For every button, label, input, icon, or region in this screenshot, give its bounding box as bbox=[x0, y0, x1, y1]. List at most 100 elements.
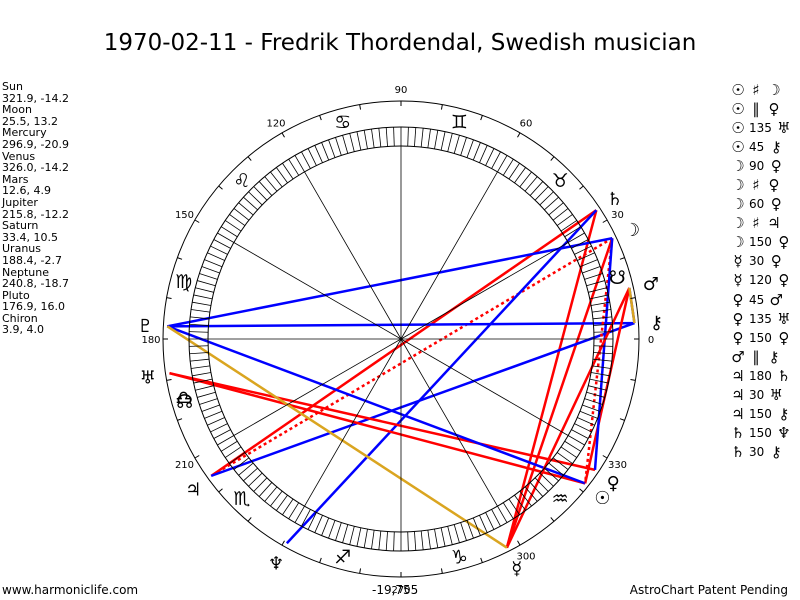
zodiac-tick bbox=[577, 417, 595, 426]
outer-tick bbox=[247, 156, 252, 161]
zodiac-tick bbox=[385, 127, 388, 147]
zodiac-tick bbox=[199, 398, 218, 405]
aspect-angle-value: 120 bbox=[749, 273, 772, 288]
outer-tick bbox=[319, 115, 322, 121]
zodiac-tick bbox=[407, 531, 409, 551]
house-spoke bbox=[400, 338, 498, 507]
zodiac-tick bbox=[193, 378, 213, 384]
zodiac-tick bbox=[189, 331, 209, 333]
zodiac-sign-icon: ♋ bbox=[334, 112, 351, 134]
planet-name-pluto: Pluto bbox=[2, 288, 30, 302]
aspect-angle-value: 135 bbox=[749, 120, 772, 135]
outer-tick bbox=[619, 418, 625, 421]
footer-website: www.harmoniclife.com bbox=[2, 583, 139, 597]
zodiac-tick bbox=[264, 486, 278, 502]
zodiac-tick bbox=[307, 512, 317, 530]
zodiac-tick bbox=[577, 252, 595, 261]
aspect-planet2-icon: ♅ bbox=[777, 309, 791, 328]
footer-patent: AstroChart Patent Pending bbox=[629, 583, 788, 597]
zodiac-tick bbox=[502, 159, 514, 176]
zodiac-tick bbox=[192, 372, 212, 377]
zodiac-tick bbox=[552, 208, 569, 221]
zodiac-tick bbox=[447, 526, 453, 545]
aspect-row: ♃ 180 ♄ bbox=[729, 366, 793, 385]
zodiac-tick bbox=[197, 391, 216, 398]
zodiac-tick bbox=[335, 137, 342, 156]
zodiac-tick bbox=[378, 128, 382, 148]
planet-name-saturn: Saturn bbox=[2, 219, 39, 233]
planet-name-neptune: Neptune bbox=[2, 265, 50, 279]
planet-name-moon: Moon bbox=[2, 103, 32, 117]
planet-icon: ♄ bbox=[607, 189, 623, 210]
zodiac-tick bbox=[472, 142, 481, 161]
house-spoke bbox=[400, 242, 569, 340]
aspect-angle-value: 180 bbox=[749, 368, 772, 383]
zodiac-tick bbox=[556, 452, 573, 464]
outer-tick bbox=[480, 115, 483, 121]
zodiac-tick bbox=[497, 155, 508, 173]
outer-tick bbox=[602, 455, 608, 459]
degree-label: 330 bbox=[608, 460, 627, 471]
zodiac-tick bbox=[204, 410, 223, 419]
zodiac-tick bbox=[590, 372, 610, 377]
aspect-planet1-icon: ♂ bbox=[731, 347, 745, 366]
aspect-planet2-icon: ♅ bbox=[769, 386, 783, 405]
zodiac-tick bbox=[514, 167, 526, 184]
zodiac-tick bbox=[189, 345, 209, 347]
zodiac-sign-icon: ♍ bbox=[175, 271, 192, 293]
zodiac-tick bbox=[276, 167, 288, 184]
planet-icon: ♂ bbox=[643, 274, 659, 295]
zodiac-tick bbox=[502, 502, 514, 519]
aspect-angle-value: 30 bbox=[749, 388, 765, 403]
zodiac-tick bbox=[586, 391, 605, 398]
zodiac-tick bbox=[238, 202, 254, 216]
house-spokes bbox=[208, 146, 594, 532]
aspect-line bbox=[166, 325, 586, 485]
zodiac-tick bbox=[582, 404, 601, 412]
aspect-planet2-icon: ♀ bbox=[778, 271, 790, 290]
zodiac-tick bbox=[385, 531, 388, 551]
zodiac-tick bbox=[472, 517, 481, 536]
zodiac-tick bbox=[225, 220, 242, 232]
planet-icon: ♇ bbox=[137, 316, 153, 337]
outer-tick bbox=[517, 540, 521, 546]
zodiac-tick bbox=[288, 502, 300, 519]
zodiac-tick bbox=[529, 181, 544, 196]
aspect-line bbox=[583, 238, 614, 484]
zodiac-tick bbox=[393, 531, 395, 551]
outer-tick bbox=[550, 517, 555, 522]
house-spoke bbox=[400, 338, 569, 436]
zodiac-tick bbox=[328, 520, 336, 539]
zodiac-tick bbox=[342, 524, 349, 543]
zodiac-tick bbox=[238, 462, 254, 476]
aspect-row: ♃ 30 ♅ bbox=[729, 386, 793, 405]
zodiac-tick bbox=[288, 159, 300, 176]
zodiac-tick bbox=[440, 527, 446, 547]
zodiac-tick bbox=[564, 226, 581, 238]
zodiac-tick bbox=[191, 365, 210, 369]
zodiac-tick bbox=[233, 208, 250, 221]
aspect-line bbox=[628, 287, 636, 324]
zodiac-tick bbox=[584, 273, 603, 280]
aspect-angle-value: 90 bbox=[749, 158, 765, 173]
aspect-planet1-icon: ☉ bbox=[731, 80, 745, 99]
aspect-row: ♀ 135 ♅ bbox=[729, 309, 793, 328]
zodiac-tick bbox=[434, 528, 439, 548]
aspect-row: ☽ ♯ ♀ bbox=[729, 175, 793, 194]
zodiac-tick bbox=[519, 171, 532, 188]
planet-name-chiron: Chiron bbox=[2, 311, 38, 325]
house-spoke bbox=[233, 242, 402, 340]
aspect-angle-value: 150 bbox=[749, 235, 772, 250]
zodiac-sign-icon: ♊ bbox=[451, 112, 468, 134]
zodiac-tick bbox=[253, 477, 268, 492]
aspect-row: ☉ ♯ ☽ bbox=[729, 80, 793, 99]
aspect-planet1-icon: ☿ bbox=[733, 271, 743, 290]
zodiac-tick bbox=[589, 378, 609, 384]
outer-tick bbox=[480, 557, 483, 563]
outer-tick bbox=[619, 257, 625, 260]
zodiac-tick bbox=[567, 435, 585, 446]
degree-label: 120 bbox=[266, 118, 285, 129]
zodiac-tick bbox=[314, 515, 323, 533]
aspect-planet2-icon: ♀ bbox=[770, 156, 782, 175]
aspect-row: ☿ 30 ♀ bbox=[729, 252, 793, 271]
